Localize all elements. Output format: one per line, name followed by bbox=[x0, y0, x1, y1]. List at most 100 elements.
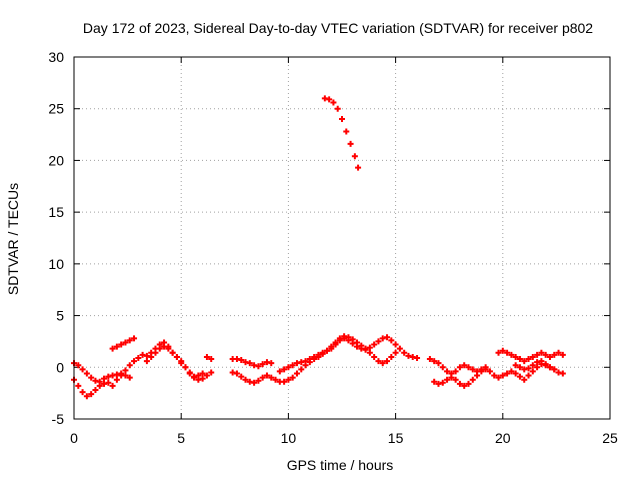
data-point bbox=[242, 376, 249, 383]
data-point bbox=[118, 341, 125, 348]
data-point bbox=[461, 382, 468, 389]
x-axis-ticks: 0 5 10 15 20 25 bbox=[70, 57, 618, 446]
data-point bbox=[512, 370, 519, 377]
data-point bbox=[392, 349, 399, 356]
data-point bbox=[444, 376, 451, 383]
y-tick-label: 15 bbox=[48, 204, 64, 220]
data-point bbox=[186, 370, 193, 377]
y-tick-label: 30 bbox=[48, 49, 64, 65]
data-point bbox=[555, 349, 562, 356]
data-point bbox=[512, 362, 519, 369]
data-point bbox=[384, 358, 391, 365]
data-point bbox=[285, 364, 292, 371]
series-track-1 bbox=[71, 339, 215, 400]
data-point bbox=[326, 96, 333, 103]
data-point bbox=[328, 345, 335, 352]
data-point bbox=[396, 345, 403, 352]
data-point bbox=[474, 368, 481, 375]
data-point bbox=[289, 374, 296, 381]
data-point bbox=[298, 366, 305, 373]
data-point bbox=[375, 338, 382, 345]
data-point bbox=[323, 347, 330, 354]
data-point bbox=[306, 356, 313, 363]
data-point bbox=[255, 363, 262, 370]
data-point bbox=[555, 369, 562, 376]
data-point bbox=[499, 347, 506, 354]
series-track-6 bbox=[229, 356, 275, 370]
data-point bbox=[384, 334, 391, 341]
data-point bbox=[339, 116, 345, 123]
data-point bbox=[255, 377, 262, 384]
data-point bbox=[272, 376, 279, 383]
data-point bbox=[105, 379, 112, 386]
data-point bbox=[332, 341, 339, 348]
series-track-8 bbox=[276, 334, 421, 375]
data-point bbox=[538, 358, 545, 365]
data-point bbox=[508, 351, 515, 358]
data-point bbox=[199, 375, 206, 382]
data-point bbox=[131, 358, 138, 365]
data-point bbox=[156, 345, 163, 352]
data-point bbox=[542, 351, 549, 358]
x-tick-label: 5 bbox=[177, 430, 185, 446]
data-point bbox=[83, 370, 90, 377]
data-point bbox=[334, 105, 341, 112]
data-point bbox=[388, 353, 395, 360]
plot-frame bbox=[73, 56, 611, 420]
data-point bbox=[358, 345, 365, 352]
data-point bbox=[195, 372, 202, 379]
data-point bbox=[439, 364, 446, 371]
data-point bbox=[491, 372, 498, 379]
data-point bbox=[131, 335, 138, 342]
series-track-9 bbox=[321, 95, 362, 171]
data-point bbox=[92, 387, 99, 394]
data-point bbox=[276, 368, 283, 375]
data-point bbox=[431, 358, 438, 365]
x-tick-label: 25 bbox=[602, 430, 618, 446]
data-point bbox=[165, 345, 172, 352]
data-point bbox=[529, 368, 536, 375]
data-point bbox=[75, 362, 82, 369]
x-axis-label: GPS time / hours bbox=[287, 457, 394, 473]
data-point bbox=[143, 358, 150, 365]
x-tick-label: 0 bbox=[70, 430, 78, 446]
data-point bbox=[259, 361, 266, 368]
data-point bbox=[456, 380, 463, 387]
y-axis-ticks: -5 0 5 10 15 20 25 30 bbox=[48, 49, 610, 427]
data-point bbox=[486, 368, 493, 375]
data-point bbox=[401, 349, 408, 356]
data-point bbox=[414, 354, 421, 361]
data-point bbox=[113, 371, 120, 378]
data-point bbox=[208, 356, 215, 363]
y-tick-label: 0 bbox=[56, 359, 64, 375]
data-point bbox=[75, 382, 82, 389]
data-point bbox=[347, 140, 354, 147]
data-point bbox=[161, 343, 168, 350]
data-point bbox=[152, 349, 159, 356]
series-track-11 bbox=[426, 356, 489, 377]
data-point bbox=[233, 370, 240, 377]
data-point bbox=[392, 341, 399, 348]
data-point bbox=[343, 128, 350, 135]
x-tick-label: 15 bbox=[388, 430, 404, 446]
data-point bbox=[263, 359, 270, 366]
data-point bbox=[534, 364, 541, 371]
data-point bbox=[242, 359, 249, 366]
data-point bbox=[330, 99, 337, 106]
data-point bbox=[431, 378, 438, 385]
series-track-4 bbox=[143, 343, 206, 381]
data-point bbox=[263, 372, 270, 379]
y-tick-label: 20 bbox=[48, 152, 64, 168]
data-point bbox=[426, 356, 433, 363]
data-point bbox=[285, 376, 292, 383]
data-point bbox=[516, 356, 523, 363]
data-point bbox=[233, 356, 240, 363]
data-point bbox=[354, 343, 361, 350]
y-tick-label: 25 bbox=[48, 101, 64, 117]
data-point bbox=[435, 380, 442, 387]
data-point bbox=[529, 353, 536, 360]
data-point bbox=[504, 370, 511, 377]
data-point bbox=[478, 366, 485, 373]
data-point bbox=[448, 370, 455, 377]
